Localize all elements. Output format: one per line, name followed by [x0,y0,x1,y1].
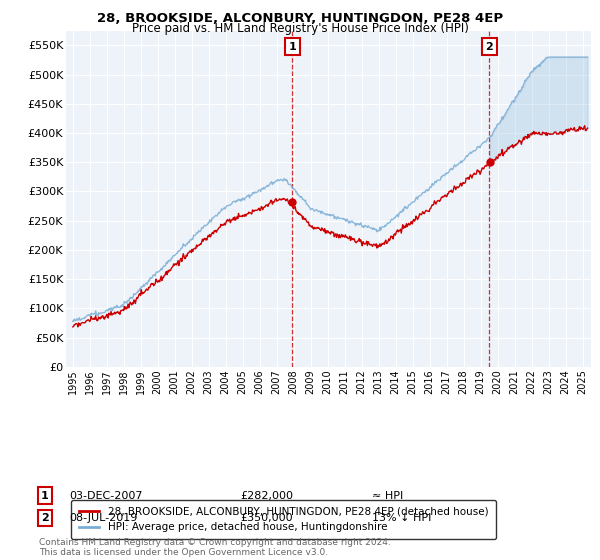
Text: 1: 1 [289,41,296,52]
Text: 03-DEC-2007: 03-DEC-2007 [69,491,143,501]
Text: ≈ HPI: ≈ HPI [372,491,403,501]
Text: 2: 2 [41,513,49,523]
Legend: 28, BROOKSIDE, ALCONBURY, HUNTINGDON, PE28 4EP (detached house), HPI: Average pr: 28, BROOKSIDE, ALCONBURY, HUNTINGDON, PE… [71,500,496,539]
Text: Contains HM Land Registry data © Crown copyright and database right 2024.
This d: Contains HM Land Registry data © Crown c… [39,538,391,557]
Text: 08-JUL-2019: 08-JUL-2019 [69,513,137,523]
Text: £282,000: £282,000 [240,491,293,501]
Text: £350,000: £350,000 [240,513,293,523]
Text: 2: 2 [485,41,493,52]
Text: 1: 1 [41,491,49,501]
Text: Price paid vs. HM Land Registry's House Price Index (HPI): Price paid vs. HM Land Registry's House … [131,22,469,35]
Text: 28, BROOKSIDE, ALCONBURY, HUNTINGDON, PE28 4EP: 28, BROOKSIDE, ALCONBURY, HUNTINGDON, PE… [97,12,503,25]
Text: 13% ↓ HPI: 13% ↓ HPI [372,513,431,523]
